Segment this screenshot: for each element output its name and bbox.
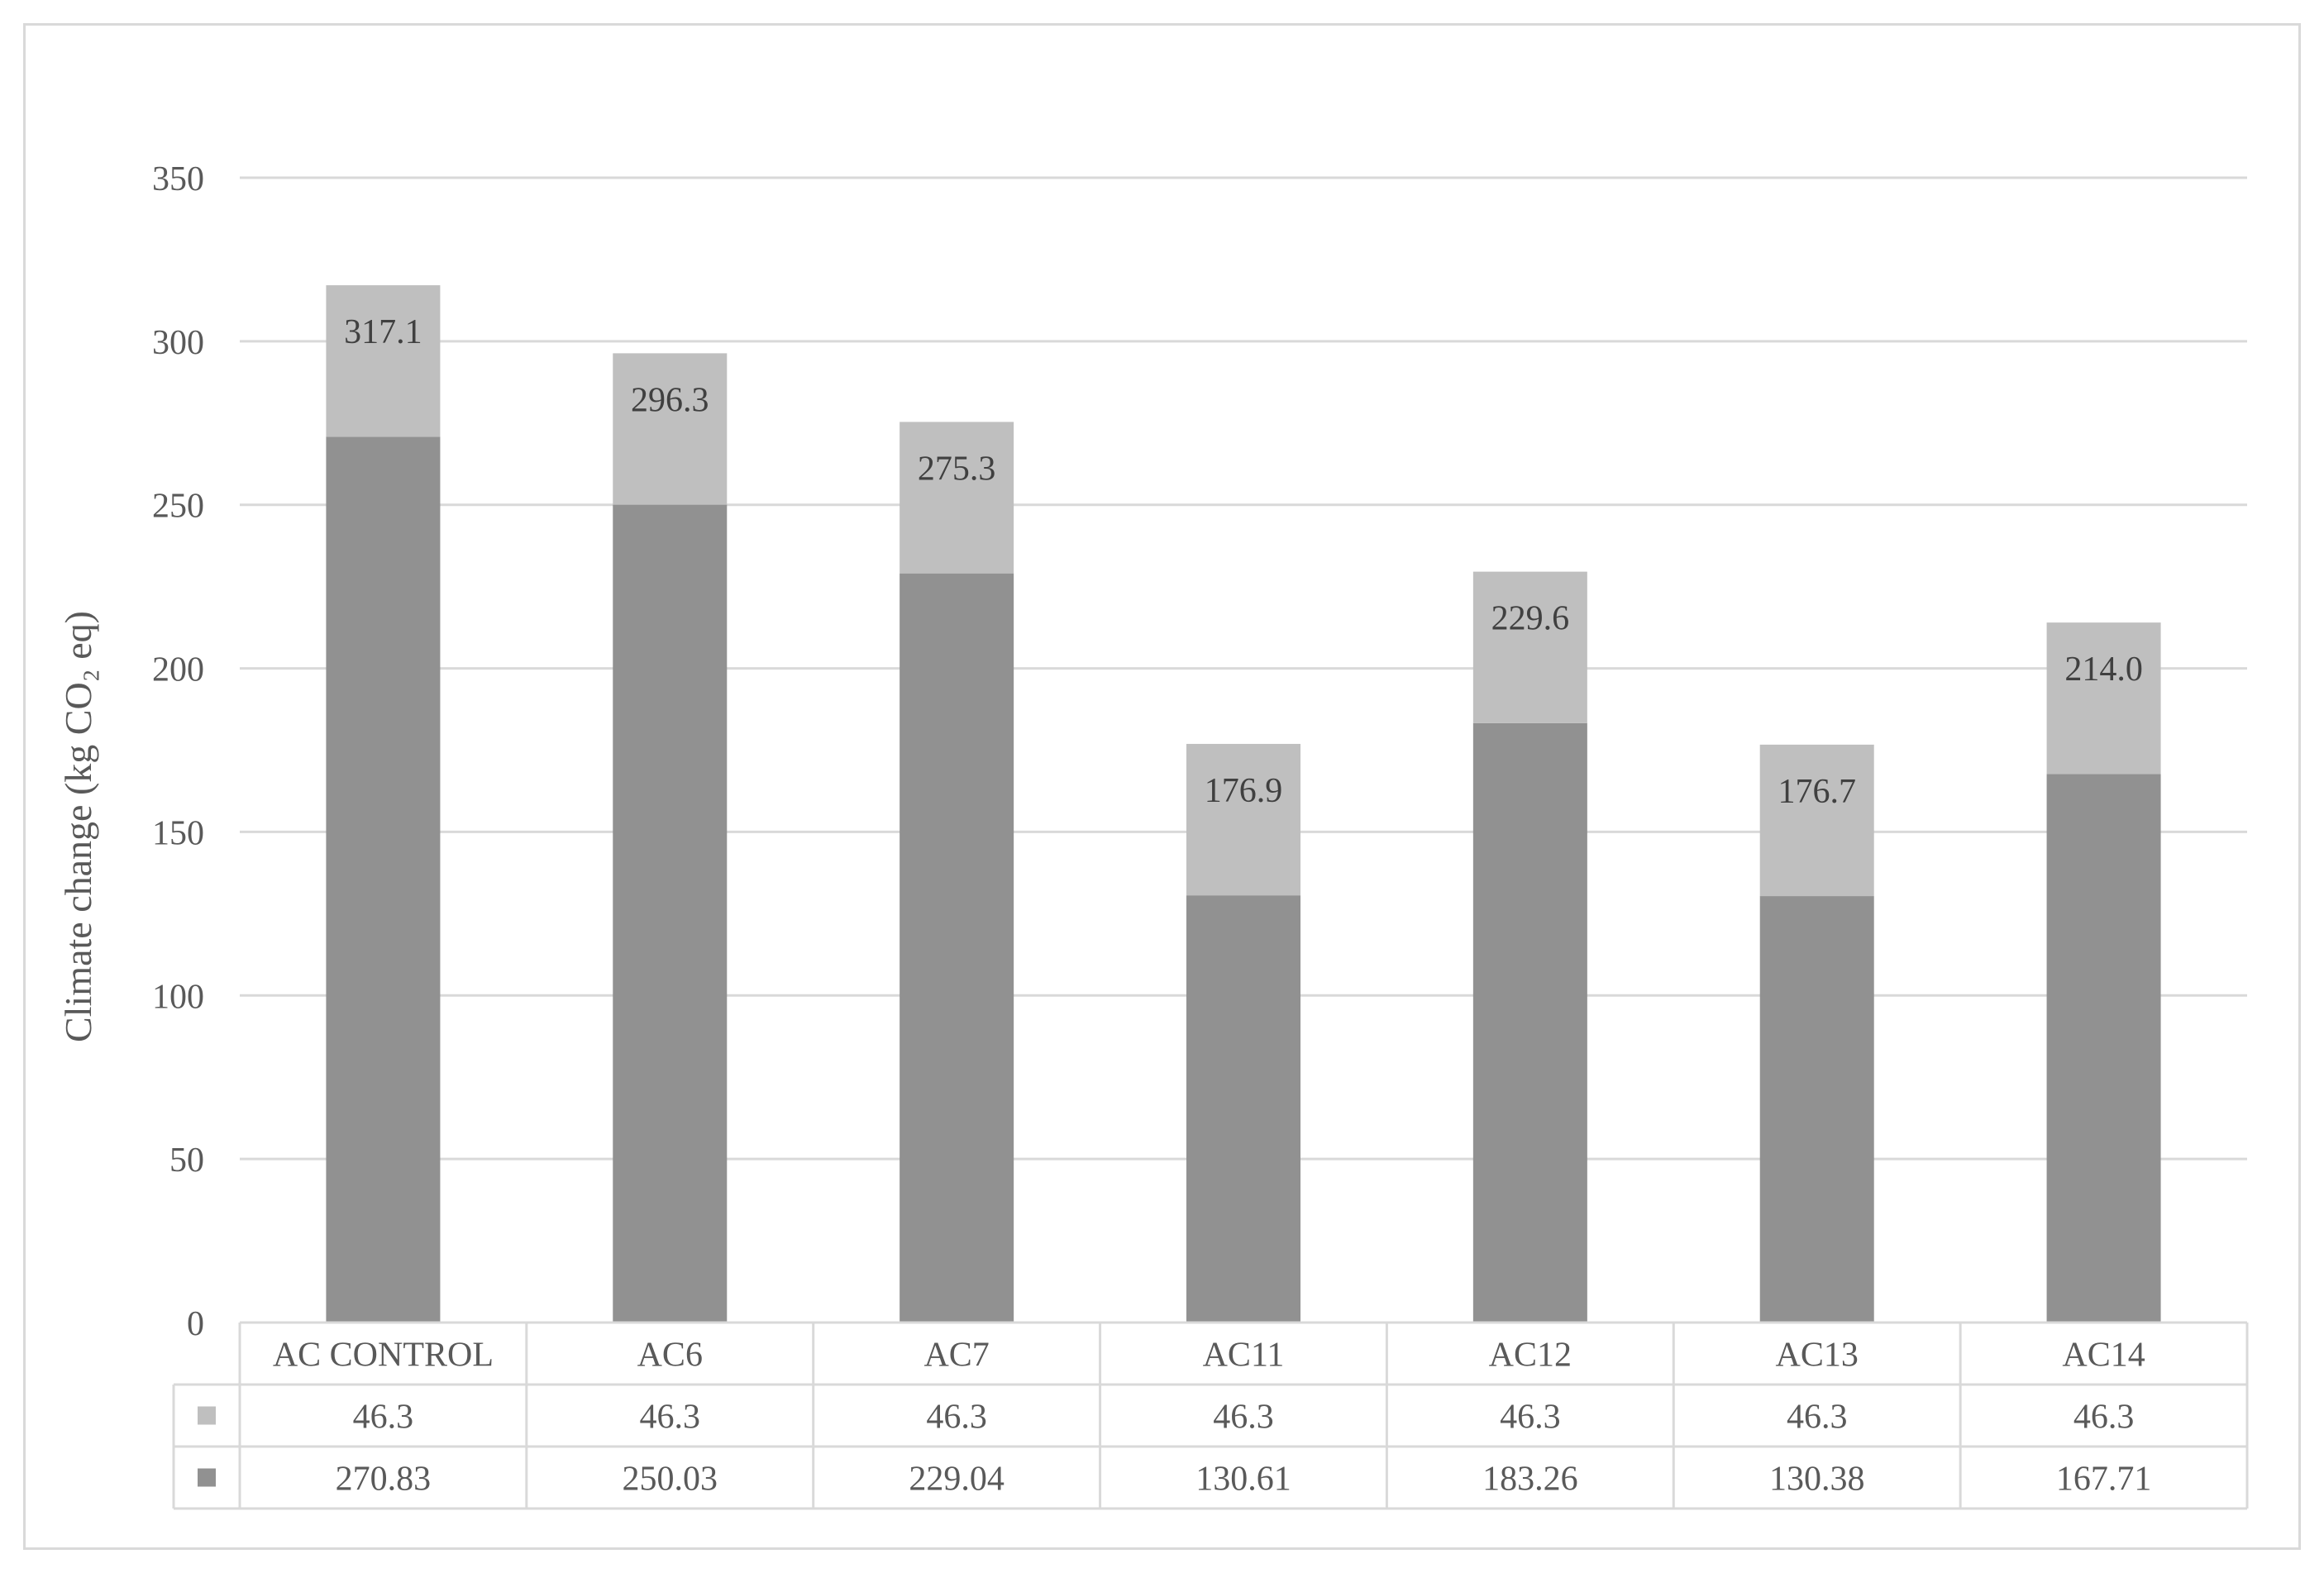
table-cell-value: 130.61 (1195, 1461, 1291, 1499)
y-tick-label: 150 (152, 814, 204, 852)
bar-segment (326, 436, 441, 1323)
y-axis-ticks: 0 50 100 150 200 250 300 350 (152, 160, 204, 1343)
total-label: 275.3 (918, 450, 996, 488)
y-tick-label: 350 (152, 160, 204, 198)
y-tick-label: 250 (152, 488, 204, 526)
table-cell-value: 46.3 (353, 1399, 414, 1437)
y-tick-label: 200 (152, 651, 204, 689)
x-tick-label: AC6 (637, 1337, 703, 1375)
table-cell-value: 46.3 (2073, 1399, 2135, 1437)
total-label: 176.9 (1205, 772, 1283, 810)
x-tick-label: AC13 (1776, 1337, 1859, 1375)
table-cell-value: 250.03 (623, 1461, 718, 1499)
bar-segment (1472, 571, 1587, 723)
y-tick-label: 50 (169, 1142, 204, 1180)
y-tick-label: 100 (152, 978, 204, 1016)
table-cell-value: 46.3 (1500, 1399, 1561, 1437)
bar-segment (900, 573, 1014, 1323)
table-cell-value: 46.3 (1213, 1399, 1274, 1437)
bar-segment (2046, 622, 2161, 775)
bar-segment (900, 422, 1014, 574)
bar-segment (1759, 744, 1874, 897)
x-tick-label: AC7 (923, 1337, 989, 1375)
total-label: 176.7 (1778, 773, 1856, 811)
legend-key (198, 1468, 216, 1487)
table-cell-value: 229.04 (909, 1461, 1005, 1499)
table-cell-value: 183.26 (1482, 1461, 1578, 1499)
table-cell-value: 167.71 (2056, 1461, 2152, 1499)
table-cell-value: 270.83 (336, 1461, 432, 1499)
table-cell-value: 46.3 (640, 1399, 701, 1437)
y-tick-label: 300 (152, 324, 204, 362)
total-labels: 317.1 296.3 275.3 176.9 229.6 176.7 214.0 (344, 313, 2143, 811)
table-cell-value: 46.3 (1787, 1399, 1848, 1437)
table-cell-value: 46.3 (926, 1399, 987, 1437)
bar-segment (1186, 743, 1300, 896)
bar-segment (1472, 722, 1587, 1323)
bar-segment (1186, 895, 1300, 1323)
total-label: 229.6 (1491, 600, 1570, 638)
x-tick-label: AC14 (2062, 1337, 2145, 1375)
total-label: 214.0 (2064, 651, 2143, 689)
y-axis-label: Climate change (kg CO₂ eq) (57, 611, 99, 1042)
legend-key (198, 1406, 216, 1425)
bar-segment (1759, 896, 1874, 1323)
x-tick-label: AC CONTROL (273, 1337, 494, 1375)
y-tick-label: 0 (187, 1305, 204, 1343)
table-cell-value: 130.38 (1769, 1461, 1865, 1499)
bar-segment (613, 504, 728, 1323)
bar-segment (326, 285, 441, 437)
bar-segment (613, 353, 728, 505)
x-tick-label: AC11 (1203, 1337, 1285, 1375)
gridlines (240, 176, 2247, 1161)
data-table: AC CONTROL AC6 AC7 AC11 AC12 AC13 AC14 46.3 46.3… (172, 1321, 2249, 1510)
total-label: 296.3 (631, 381, 709, 419)
x-tick-label: AC12 (1489, 1337, 1572, 1375)
total-label: 317.1 (344, 313, 422, 351)
bars (326, 285, 2161, 1323)
bar-segment (2046, 774, 2161, 1323)
